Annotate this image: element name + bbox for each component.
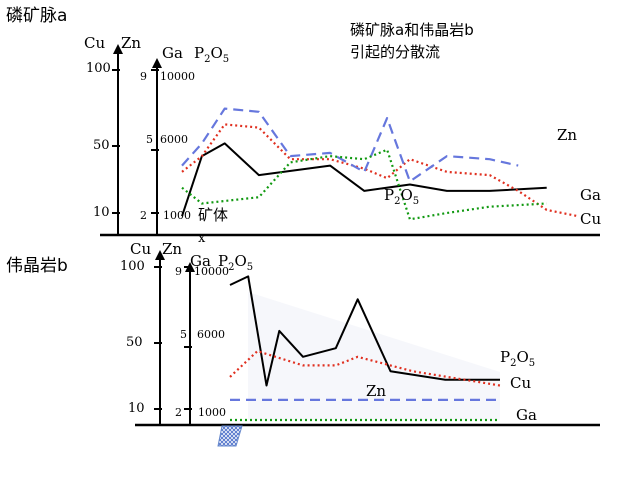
panel-b-axis-header-p2o5: P2O5 xyxy=(218,252,254,273)
panel-a-axis-header-p2o5: P2O5 xyxy=(194,44,230,65)
panel-a-series-label-cu: Cu xyxy=(580,210,602,228)
panel-b-axis-header-cu: Cu xyxy=(130,240,152,258)
panel-b-tick-p2o5-10000: 10000 xyxy=(194,265,229,278)
ore-body-marker xyxy=(217,425,243,447)
panel-a-axis-arrow-1 xyxy=(152,58,162,68)
panel-a-tick-p2o5-6000: 6000 xyxy=(160,133,188,146)
panel-a-series-zn-line xyxy=(181,107,519,183)
panel-a-series-label-p2o5: P2O5 xyxy=(384,186,420,207)
panel-a-axis-header-zn: Zn xyxy=(121,34,142,52)
panel-b-tick-ga-2: 2 xyxy=(175,406,182,419)
ore-body-x-label: x xyxy=(198,231,206,246)
panel-b-tick-cu-50: 50 xyxy=(126,335,143,350)
figure-title: 磷矿脉a和伟晶岩b 引起的分散流 xyxy=(350,21,474,61)
panel-a-tick-p2o5-10000: 10000 xyxy=(160,70,195,83)
panel-b-series-label-p2o5: P2O5 xyxy=(500,348,536,369)
panel-a-axis-header-ga: Ga xyxy=(162,44,183,62)
panel-a-tick-p2o5-1000: 1000 xyxy=(163,209,191,222)
panel-a-axis-arrow-0 xyxy=(113,44,123,54)
panel-a-tick-cu-100: 100 xyxy=(86,61,111,76)
panel-a-series-label-ga: Ga xyxy=(580,186,601,204)
panel-b-series-label-cu: Cu xyxy=(510,374,532,392)
panel-a-axis-header-cu: Cu xyxy=(84,34,106,52)
panel-b-series-p2o5-line xyxy=(229,275,500,387)
panel-b-axis-header-zn: Zn xyxy=(162,240,183,258)
ore-body-label: 矿体 xyxy=(198,206,229,224)
panel-b-tick-ga-9: 9 xyxy=(175,265,182,278)
panel-b-axis-header-ga: Ga xyxy=(190,252,211,270)
panel-b-tick-p2o5-1000: 1000 xyxy=(198,406,226,419)
panel-a-label: 磷矿脉a xyxy=(6,6,68,26)
panel-b-tick-cu-10: 10 xyxy=(128,401,145,416)
panel-a-tick-cu-10: 10 xyxy=(93,205,110,220)
panel-b-tick-cu-100: 100 xyxy=(120,259,145,274)
panel-b-label: 伟晶岩b xyxy=(6,256,68,276)
panel-b-axis-arrow-0 xyxy=(155,250,165,260)
panel-a-series-cu-line xyxy=(181,123,579,218)
panel-b-tick-p2o5-6000: 6000 xyxy=(197,328,225,341)
panel-b-series-label-ga: Ga xyxy=(516,406,537,424)
panel-a-series-p2o5-line xyxy=(181,142,547,217)
panel-a-tick-ga-2: 2 xyxy=(140,209,147,222)
panel-a-series-label-zn: Zn xyxy=(557,126,578,144)
panel-b-series-label-zn: Zn xyxy=(366,382,387,400)
panel-a-tick-ga-5: 5 xyxy=(146,133,153,146)
panel-a-tick-ga-9: 9 xyxy=(140,70,147,83)
panel-b-tick-ga-5: 5 xyxy=(180,328,187,341)
panel-a-tick-cu-50: 50 xyxy=(93,138,110,153)
panel-b-background-fill xyxy=(248,292,500,420)
